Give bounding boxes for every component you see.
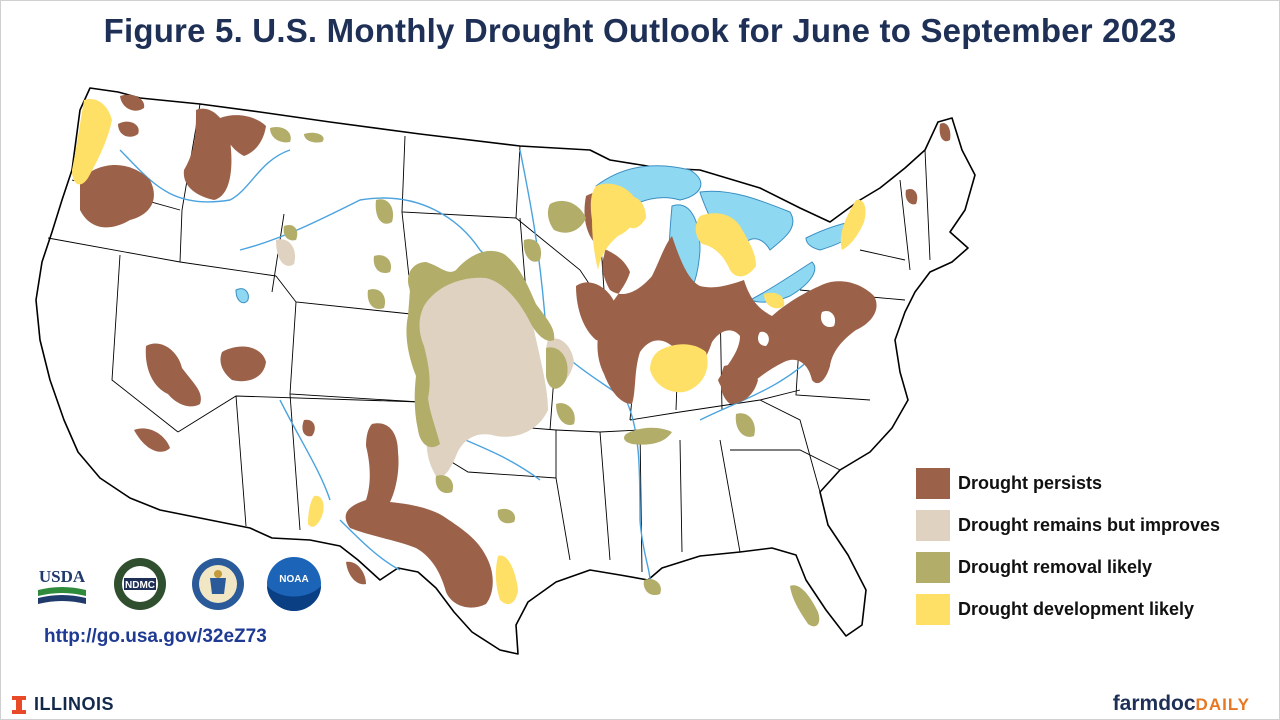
noaa-logo-text: NOAA [279,574,308,585]
ndmc-logo-text: NDMC [125,580,155,591]
farmdoc-wordmark: farmdoc [1112,692,1196,715]
noaa-logo: NOAA [267,557,321,611]
map-legend: Drought persists Drought remains but imp… [916,462,1220,630]
drought-development-areas [72,98,866,605]
page-title: Figure 5. U.S. Monthly Drought Outlook f… [103,12,1177,49]
legend-swatch [916,593,950,625]
daily-wordmark: DAILY [1195,695,1250,714]
farmdoc-daily-logo: farmdocDAILY [1113,692,1250,716]
legend-label: Drought remains but improves [958,514,1221,535]
commerce-seal-logo [192,558,244,610]
legend-swatch [916,509,950,541]
legend-label: Drought persists [958,472,1103,493]
legend-item-drought-improves: Drought remains but improves [916,504,1220,546]
illinois-logo: ILLINOIS [12,694,114,715]
drought-persists-areas [80,94,951,608]
legend-item-drought-development: Drought development likely [916,588,1220,630]
illinois-wordmark: ILLINOIS [34,694,114,714]
drought-removal-areas [270,126,820,627]
legend-swatch [916,551,950,583]
legend-label: Drought removal likely [958,556,1153,577]
usda-logo: USDA [38,567,86,604]
ndmc-logo: NDMC [114,558,166,610]
legend-item-drought-removal: Drought removal likely [916,546,1220,588]
legend-item-drought-persists: Drought persists [916,462,1220,504]
usda-logo-text: USDA [39,567,86,586]
legend-label: Drought development likely [958,598,1195,619]
illinois-block-i-icon [12,695,26,714]
legend-swatch [916,467,950,499]
source-url[interactable]: http://go.usa.gov/32eZ73 [44,626,267,647]
